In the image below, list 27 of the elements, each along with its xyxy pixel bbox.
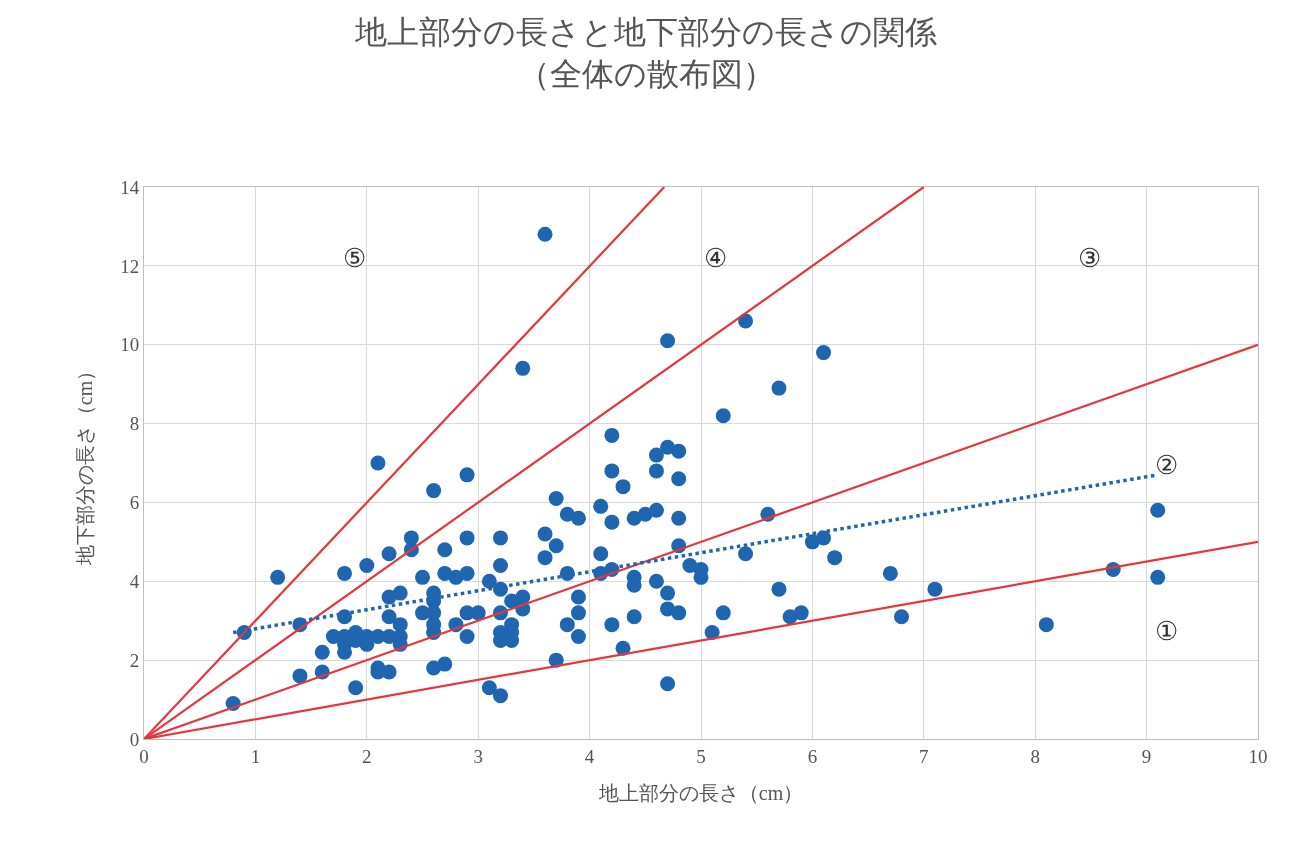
x-axis-title: 地上部分の長さ（cm） bbox=[597, 782, 804, 805]
x-tick-label: 4 bbox=[584, 745, 595, 767]
y-tick-label: 4 bbox=[129, 570, 140, 592]
y-axis-title: 地下部分の長さ（cm） bbox=[73, 360, 96, 567]
x-tick-label: 3 bbox=[473, 745, 483, 767]
x-tick-label: 10 bbox=[1248, 745, 1268, 767]
x-tick-label: 9 bbox=[1141, 745, 1152, 767]
y-tick-label: 8 bbox=[129, 413, 140, 435]
annotation: ④ bbox=[704, 244, 727, 273]
x-tick-label: 2 bbox=[362, 745, 372, 767]
annotation: ② bbox=[1155, 451, 1178, 480]
y-tick-label: 2 bbox=[129, 649, 140, 671]
y-tick-label: 10 bbox=[120, 334, 140, 356]
annotation: ⑤ bbox=[343, 244, 366, 273]
y-tick-label: 0 bbox=[129, 728, 140, 750]
chart-title: 地上部分の長さと地下部分の長さの関係 bbox=[354, 14, 937, 51]
annotation: ① bbox=[1155, 617, 1178, 646]
x-tick-label: 6 bbox=[807, 745, 818, 767]
x-tick-label: 7 bbox=[919, 745, 929, 767]
x-tick-label: 5 bbox=[696, 745, 706, 767]
y-tick-label: 6 bbox=[129, 492, 140, 514]
x-tick-label: 1 bbox=[250, 745, 261, 767]
chart-subtitle: （全体の散布図） bbox=[517, 55, 775, 92]
annotation: ③ bbox=[1078, 244, 1101, 273]
y-tick-label: 12 bbox=[120, 255, 140, 277]
y-tick-label: 14 bbox=[120, 176, 140, 198]
x-tick-label: 8 bbox=[1030, 745, 1040, 767]
